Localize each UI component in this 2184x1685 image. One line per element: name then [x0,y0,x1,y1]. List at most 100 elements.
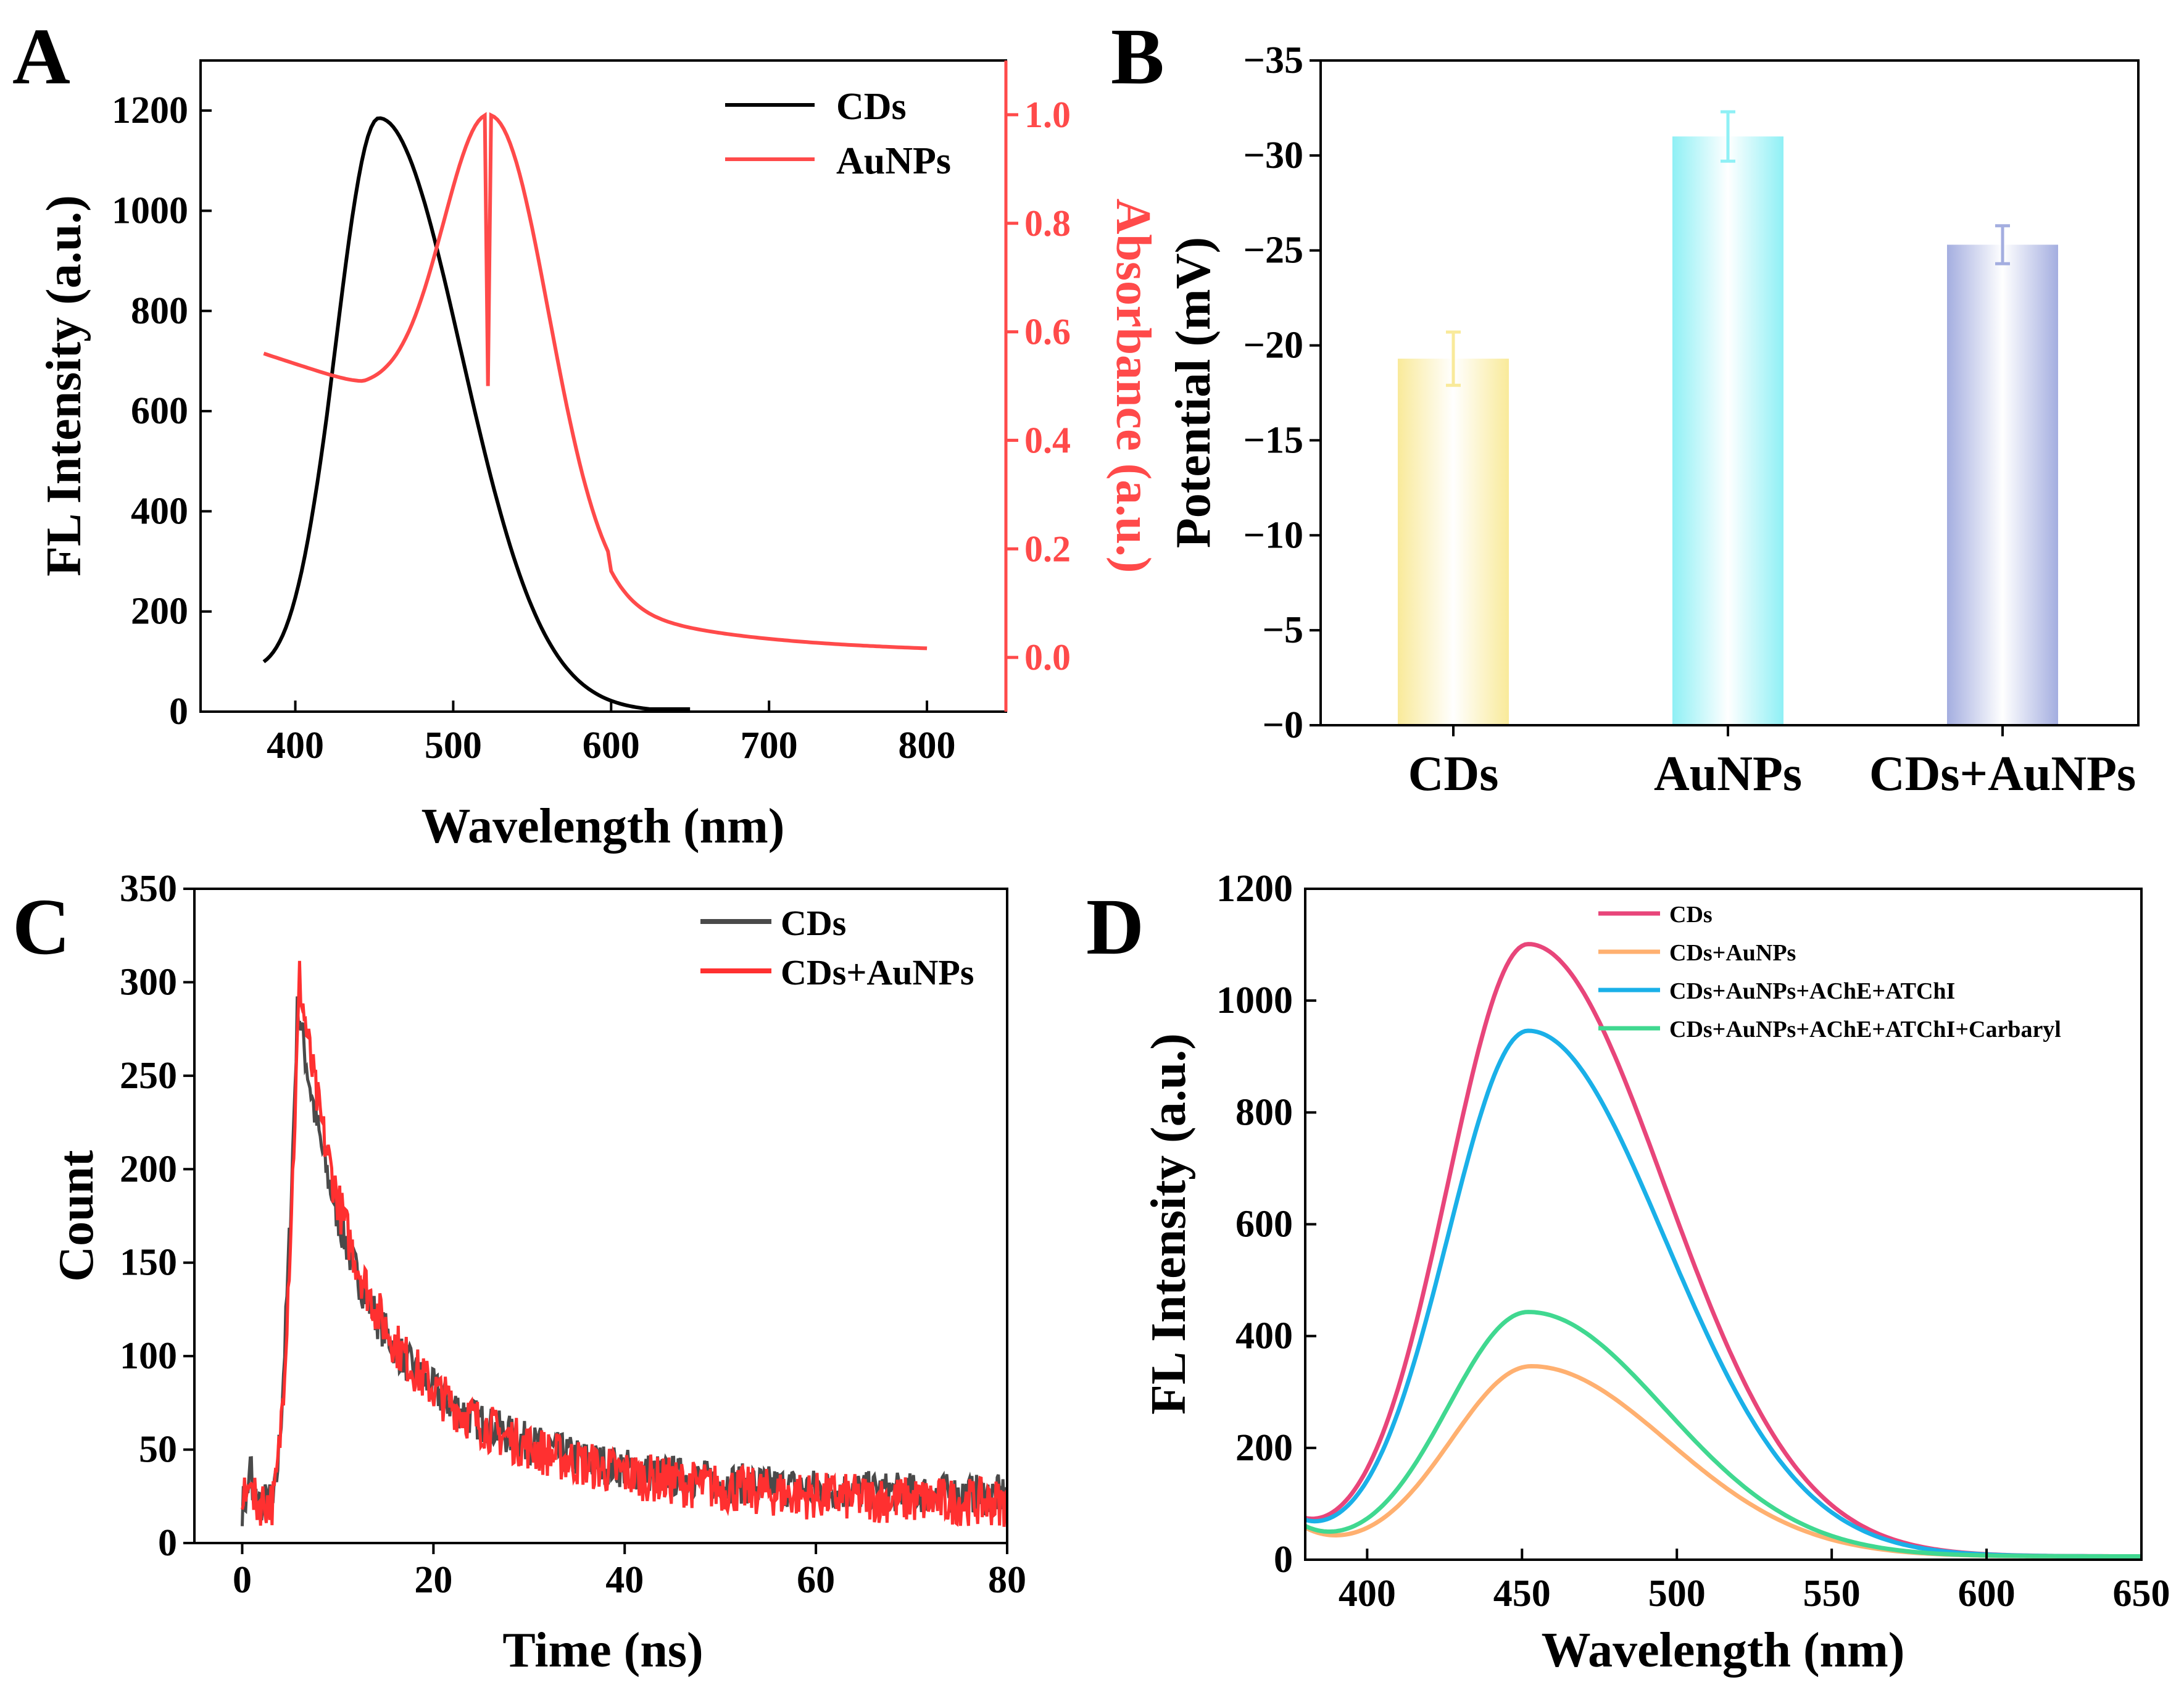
legend: CDs CDs+AuNPs [700,903,974,992]
y-tick-label: −25 [1244,230,1303,272]
legend: CDs AuNPs [725,86,951,182]
legend: CDs CDs+AuNPs CDs+AuNPs+AChE+ATChI CDs+AuNP… [1598,902,2061,1042]
x-tick-label: 600 [1958,1573,2016,1615]
legend-label: CDs+AuNPs [1669,940,1796,966]
y-tick-label: −0 [1263,704,1303,746]
y-tick-label: 0 [169,691,188,733]
x-tick-label: 500 [1648,1573,1706,1615]
series-line-4 [1304,1310,2141,1558]
panel-a: 400 500 600 700 800 0 200 400 600 800 1000 1200 0.… [37,59,1160,854]
x-axis-ticks: 0 20 40 60 80 [233,1543,1026,1601]
series-cds-line [262,116,691,711]
x-tick-label: 550 [1803,1573,1861,1615]
y-tick-label: 100 [120,1335,177,1377]
y-tick-label: 0 [1274,1539,1293,1581]
y-tick-label: 1000 [1216,980,1293,1021]
legend-label-aunps: AuNPs [836,140,951,182]
series-aunps-line [263,112,928,651]
y-tick-label: 600 [131,390,188,432]
y-tick-label: 250 [120,1055,177,1097]
y-axis-label: Potential (mV) [1166,237,1221,548]
y-tick-label: 400 [1235,1315,1293,1357]
x-tick-label: 40 [605,1559,644,1601]
y2-axis-ticks: 0.0 0.2 0.4 0.6 0.8 1.0 [1006,94,1071,678]
y-tick-label: 600 [1235,1204,1293,1246]
y-tick-label: 200 [120,1148,177,1190]
x-tick-label: 0 [233,1559,252,1601]
y-axis-label: Count [49,1150,104,1282]
x-tick-label: AuNPs [1654,747,1802,801]
y-tick-label: 1200 [112,89,188,131]
panel-a-curves [262,112,928,711]
panel-label-d: D [1086,883,1144,971]
x-tick-label: 450 [1493,1573,1551,1615]
legend-label-cds-aunps: CDs+AuNPs [781,952,974,992]
y-tick-label: 800 [1235,1091,1293,1133]
x-tick-label: 20 [414,1559,452,1601]
panel-label-b: B [1111,12,1165,101]
y-axis-ticks: 0 200 400 600 800 1000 1200 [112,89,212,733]
legend-label-cds: CDs [781,903,846,943]
y-tick-label: 800 [131,290,188,332]
bar-aunps [1672,136,1783,726]
y2-axis-label: Absorbance (a.u.) [1106,199,1160,573]
panel-label-c: C [12,883,70,971]
panel-c: 0 20 40 60 80 0 50 100 150 200 250 300 350 Time (ns… [49,868,1026,1678]
y2-tick-label: 0.0 [1024,637,1071,678]
x-tick-label: 800 [899,725,956,767]
y-tick-label: −5 [1263,609,1303,651]
x-tick-label: 500 [425,725,482,767]
series-line-3 [1305,1028,2141,1558]
y-axis-label: FL Intensity (a.u.) [37,195,91,576]
bar-cds-aunps [1947,244,2058,725]
legend-label-cds: CDs [836,86,907,128]
x-tick-label: 650 [2113,1573,2170,1615]
plot-frame [193,888,1008,1544]
y-tick-label: −20 [1244,325,1303,367]
x-tick-label: 80 [988,1559,1026,1601]
legend-label: CDs+AuNPs+AChE+ATChI [1669,978,1955,1004]
y2-tick-label: 1.0 [1024,94,1071,135]
y-axis-ticks: −0 −5 −10 −15 −20 −25 −30 −35 [1244,40,1321,746]
y-tick-label: 200 [131,591,188,633]
y2-tick-label: 0.8 [1024,203,1071,244]
x-axis-label: Wavelength (nm) [1542,1623,1905,1678]
y-tick-label: 200 [1235,1427,1293,1469]
y-tick-label: 350 [120,868,177,910]
x-tick-label: CDs+AuNPs [1869,747,2136,801]
y-tick-label: 400 [131,490,188,532]
series-cds-aunps-line [241,960,1008,1527]
series-cds-line [241,996,1008,1526]
y-tick-label: −10 [1244,514,1303,556]
series-line-2 [1304,1363,2142,1559]
y-axis-ticks: 0 50 100 150 200 250 300 350 [120,868,194,1564]
y-tick-label: 1200 [1216,868,1293,910]
y-axis-label: FL Intensity (a.u.) [1142,1033,1196,1415]
y-tick-label: 0 [158,1522,177,1564]
y-tick-label: 50 [139,1429,177,1471]
panel-b: −0 −5 −10 −15 −20 −25 −30 −35 CDs AuNPs CDs+AuNPs… [1166,40,2140,801]
x-axis-label: Wavelength (nm) [421,799,785,854]
x-tick-label: 700 [741,725,798,767]
panel-d-curves [1304,942,2142,1559]
x-tick-label: 400 [267,725,324,767]
bars [1398,110,2058,726]
legend-label: CDs+AuNPs+AChE+ATChI+Carbaryl [1669,1017,2061,1042]
x-tick-label: CDs [1408,747,1499,801]
x-axis-ticks: 400 450 500 550 600 650 [1339,1549,2170,1615]
y-tick-label: −30 [1244,135,1303,177]
plot-frame [1319,59,2140,726]
y-tick-label: −15 [1244,419,1303,461]
y-axis-ticks: 0 200 400 600 800 1000 1200 [1216,868,1316,1581]
panel-d: 400 450 500 550 600 650 0 200 400 600 800 1000 1200… [1142,868,2170,1678]
y-tick-label: 1000 [112,189,188,231]
x-axis-ticks: 400 500 600 700 800 [267,701,956,767]
x-tick-label: 400 [1339,1573,1396,1615]
x-axis-label: Time (ns) [502,1623,703,1678]
legend-label: CDs [1669,902,1713,928]
panel-label-a: A [12,12,70,101]
y2-tick-label: 0.2 [1024,528,1071,569]
y-tick-label: 300 [120,961,177,1003]
y2-tick-label: 0.6 [1024,312,1071,352]
